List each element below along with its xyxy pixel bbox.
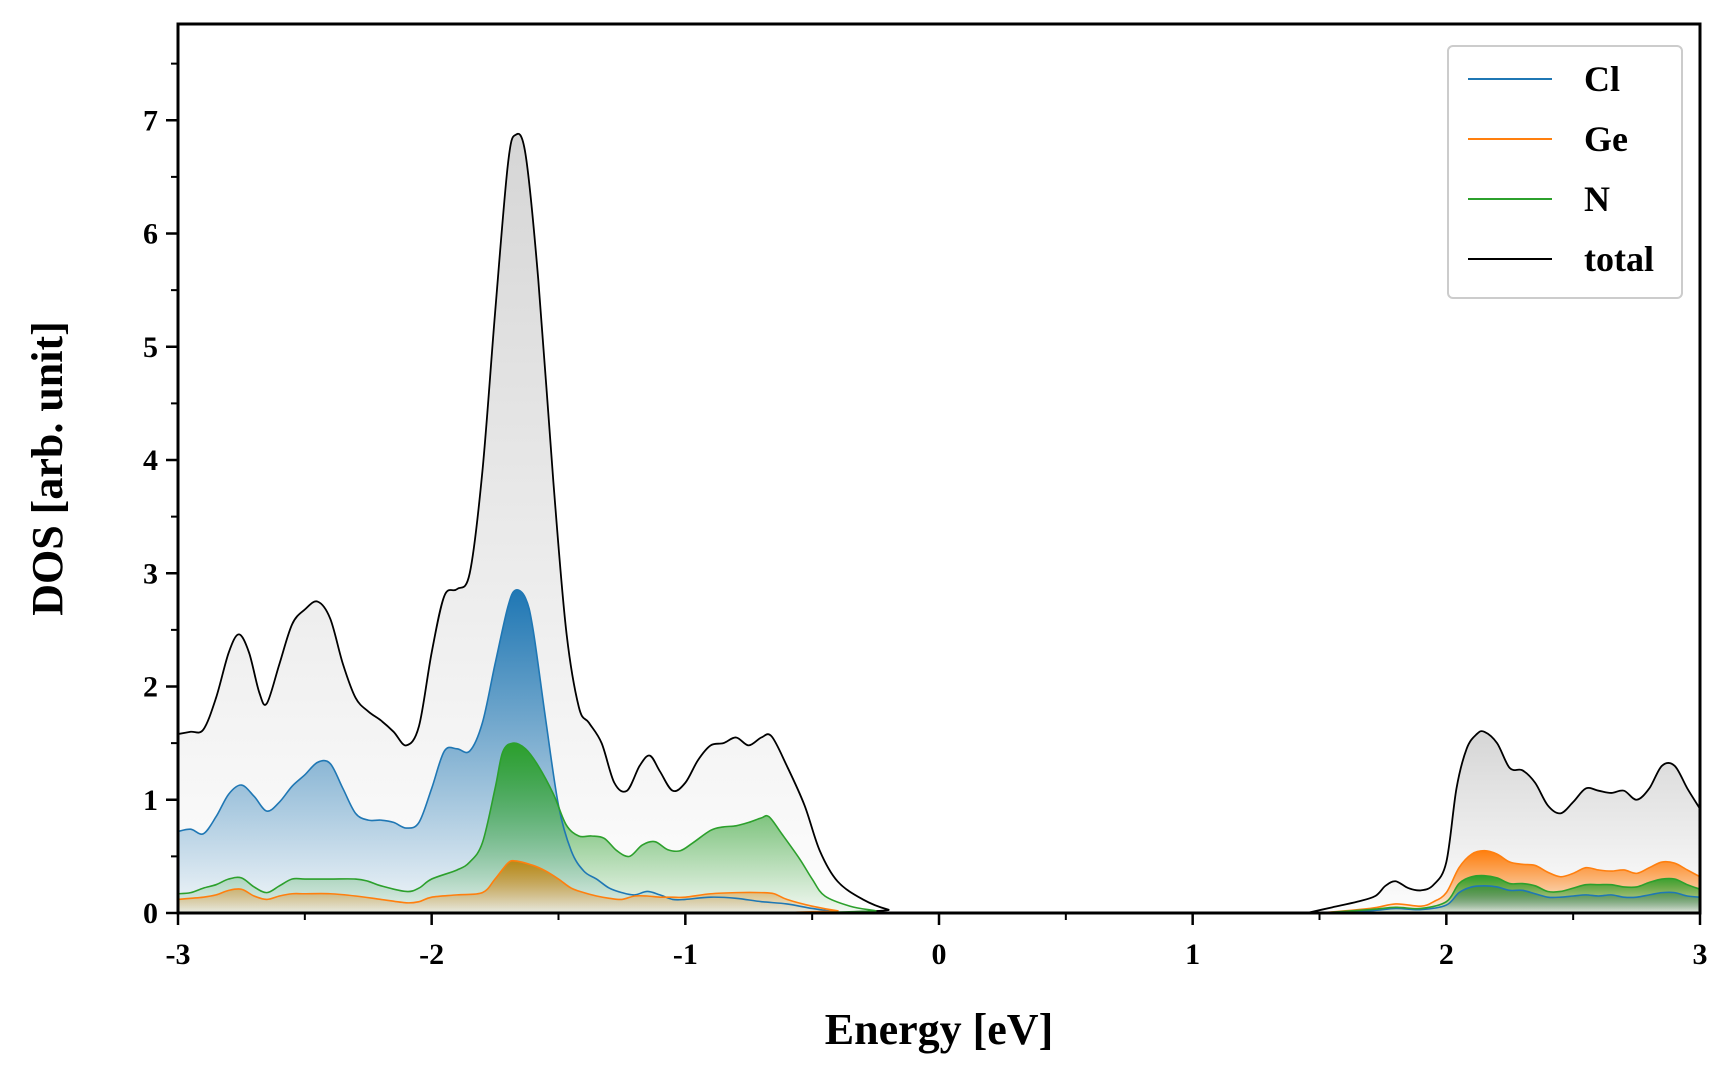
y-tick-label: 6 [143, 218, 158, 251]
legend-label-ge: Ge [1584, 119, 1628, 159]
y-tick-label: 3 [143, 557, 158, 590]
legend-label-n: N [1584, 179, 1610, 219]
series-line-total-2 [1306, 730, 1701, 914]
x-tick-label: 2 [1439, 938, 1454, 971]
axis-ticks [166, 62, 1702, 925]
fill-total-2 [1306, 731, 1700, 913]
tick-labels: -3 -2 -1 0 1 2 3 0 1 2 3 4 5 6 7 [143, 104, 1708, 971]
series-line-ge-2 [1319, 849, 1701, 914]
series-line-n-1 [177, 742, 1701, 914]
x-tick-label: 1 [1185, 938, 1200, 971]
y-axis-label: DOS [arb. unit] [23, 321, 72, 616]
series-line-ge-1 [177, 859, 1701, 914]
x-tick-label: -3 [166, 938, 191, 971]
y-tick-label: 5 [143, 331, 158, 364]
legend-label-total: total [1584, 239, 1654, 279]
fill-n-1 [178, 743, 1700, 914]
series-line-n-2 [1319, 874, 1701, 914]
legend-label-cl: Cl [1584, 59, 1620, 99]
x-tick-label: -1 [673, 938, 698, 971]
y-tick-label: 4 [143, 444, 158, 477]
series-line-cl-2 [1319, 885, 1701, 914]
x-axis-label: Energy [eV] [825, 1005, 1054, 1054]
y-tick-label: 2 [143, 671, 158, 704]
series-line-cl-1 [177, 589, 1701, 914]
y-tick-label: 7 [143, 104, 158, 137]
fill-total-1 [178, 133, 1700, 914]
y-tick-label: 1 [143, 784, 158, 817]
x-tick-label: 3 [1693, 938, 1708, 971]
y-tick-label: 0 [143, 897, 158, 930]
x-tick-label: -2 [419, 938, 444, 971]
legend-box [1447, 45, 1683, 299]
series-lines [177, 132, 1701, 915]
series-line-total-1 [177, 132, 1701, 915]
x-tick-label: 0 [932, 938, 947, 971]
